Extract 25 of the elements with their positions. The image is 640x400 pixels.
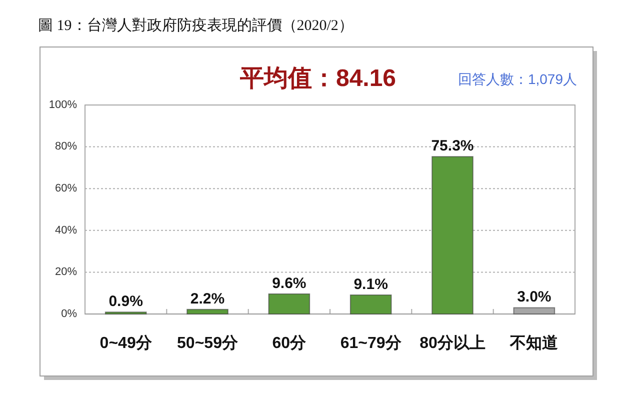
bar (268, 293, 310, 314)
y-tick-label: 60% (54, 182, 78, 195)
y-tick-label: 80% (54, 140, 78, 153)
x-tick-label: 80分以上 (420, 334, 486, 352)
x-tick-label: 0~49分 (100, 334, 153, 352)
y-tick-label: 20% (54, 266, 78, 278)
bar (350, 294, 392, 314)
data-label: 3.0% (517, 288, 552, 306)
text: 回答人數：1,079人 (458, 71, 577, 87)
x-tick-label: 不知道 (509, 334, 560, 352)
data-label: 0.9% (108, 293, 143, 310)
chart-title: 圖 19：台灣人對政府防疫表現的評價（2020/2） (38, 17, 354, 34)
y-tick-label: 100% (48, 98, 78, 111)
x-tick-label: 50~59分 (177, 334, 239, 352)
bar (186, 308, 228, 314)
y-tick-label: 0% (61, 308, 78, 320)
chart-subtitle: 平均值：84.16 (238, 65, 396, 92)
bar (432, 156, 474, 314)
data-label: 9.6% (272, 274, 306, 292)
y-tick-label: 40% (54, 224, 78, 236)
data-label: 75.3% (431, 138, 474, 155)
x-tick-label: 60分 (272, 334, 308, 352)
data-label: 9.1% (354, 276, 388, 293)
x-tick-label: 61~79分 (340, 334, 402, 352)
data-label: 2.2% (190, 290, 225, 308)
